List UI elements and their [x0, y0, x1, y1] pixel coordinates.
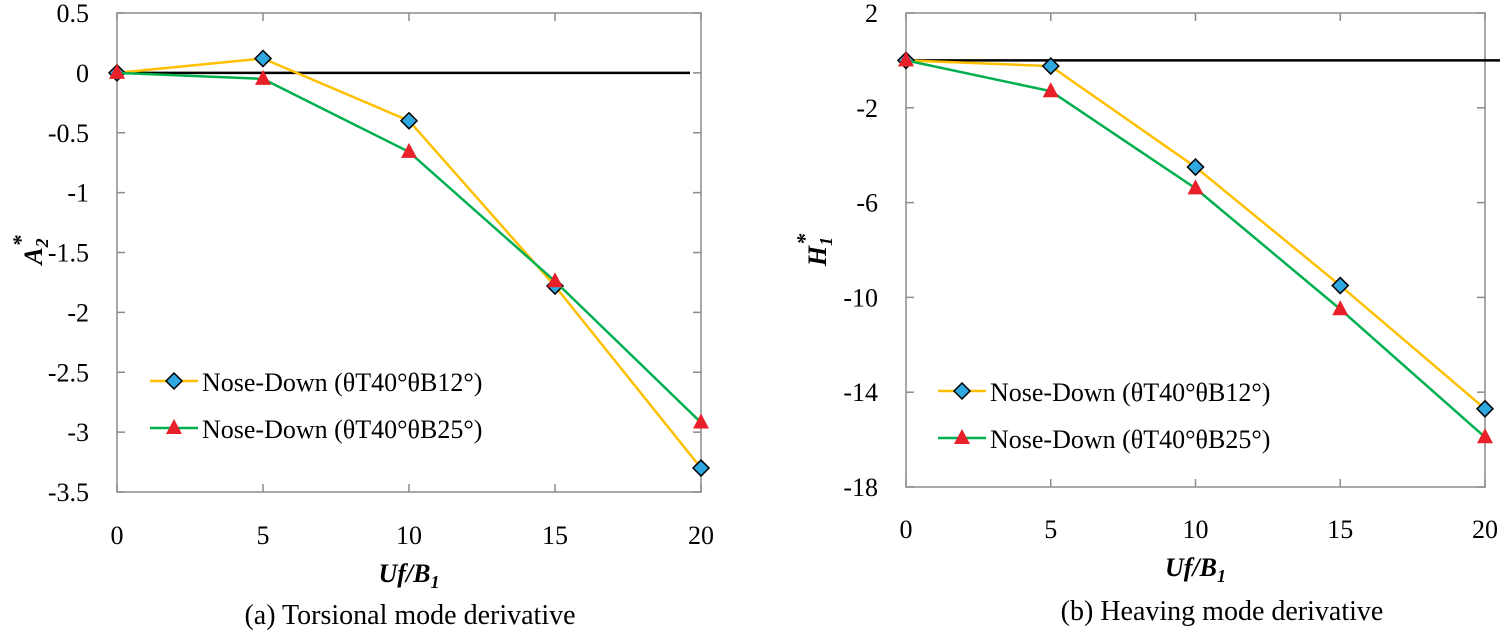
y-tick-label: 0	[76, 59, 89, 88]
data-point-triangle	[401, 142, 417, 158]
caption: (a) Torsional mode derivative	[244, 600, 575, 631]
legend-marker-diamond	[952, 381, 972, 401]
data-point-triangle	[255, 69, 271, 85]
x-tick-label: 20	[688, 521, 714, 550]
x-tick-label: 15	[542, 521, 568, 550]
series-2	[109, 63, 709, 429]
series-1	[107, 49, 711, 478]
series-2	[898, 51, 1493, 444]
legend-label: Nose-Down (θT40°θB12°)	[990, 378, 1270, 407]
data-point-diamond	[1041, 57, 1060, 76]
x-tick-label: 0	[900, 515, 913, 544]
y-tick-label: 2	[865, 0, 878, 28]
x-tick-label: 10	[396, 521, 422, 550]
plot-frame	[905, 12, 1486, 488]
x-tick-label: 20	[1472, 515, 1498, 544]
x-axis-label-main: Uf/B	[379, 559, 431, 588]
legend-label: Nose-Down (θT40°θB12°)	[202, 368, 482, 397]
legend-marker-triangle	[954, 429, 970, 444]
y-axis-label: H1*	[792, 233, 836, 267]
y-tick-label: -3.5	[48, 478, 89, 507]
data-point-triangle	[693, 413, 709, 429]
data-point-diamond	[1186, 157, 1205, 177]
legend-label: Nose-Down (θT40°θB25°)	[202, 415, 482, 444]
y-tick-label: -0.5	[48, 119, 89, 148]
series-1	[896, 51, 1495, 418]
data-point-diamond	[1331, 276, 1350, 295]
y-tick-label: -3	[67, 418, 89, 447]
x-axis-label-sub: 1	[1217, 566, 1226, 586]
x-axis-label-main: Uf/B	[1165, 553, 1217, 582]
x-tick-label: 5	[1044, 515, 1057, 544]
y-tick-label: -1.5	[48, 239, 89, 268]
x-axis-label: Uf/B1	[1165, 553, 1226, 586]
y-tick-label: -14	[843, 378, 878, 407]
y-axis-label-sub: 2	[32, 238, 52, 248]
y-axis-label-sup: *	[8, 234, 33, 246]
legend-label: Nose-Down (θT40°θB25°)	[990, 425, 1270, 454]
legend-marker-diamond	[164, 371, 184, 391]
x-tick-label: 0	[111, 521, 124, 550]
data-point-triangle	[109, 63, 125, 79]
caption: (b) Heaving mode derivative	[1061, 596, 1384, 627]
y-axis-label: A2*	[8, 234, 52, 266]
data-point-triangle	[898, 51, 914, 67]
y-tick-label: -1	[67, 179, 89, 208]
data-point-triangle	[547, 272, 563, 288]
legend: Nose-Down (θT40°θB12°) Nose-Down (θT40°θB…	[938, 378, 1270, 454]
data-point-diamond	[253, 49, 273, 68]
data-point-diamond	[399, 111, 419, 130]
y-tick-label: -10	[843, 283, 878, 312]
series-line	[905, 59, 1486, 410]
y-tick-label: -2	[856, 94, 878, 123]
y-axis-label-main: H	[803, 245, 832, 267]
data-point-diamond	[1475, 399, 1495, 418]
y-tick-label: -18	[843, 473, 878, 502]
y-tick-label: 0.5	[57, 0, 90, 28]
data-point-triangle	[1187, 179, 1204, 195]
x-axis-label: Uf/B1	[379, 559, 440, 592]
x-axis-label-sub: 1	[431, 572, 440, 592]
legend: Nose-Down (θT40°θB12°) Nose-Down (θT40°θB…	[150, 368, 482, 444]
y-axis-label-sub: 1	[816, 237, 836, 246]
chart-a: 0.5 0 -0.5 -1 -1.5 -2 -2.5 -3 -3.5 0 5 10 15 20 Nose-D…	[8, 0, 714, 631]
y-axis-label-main: A	[19, 247, 48, 266]
y-tick-label: -2	[67, 298, 89, 327]
data-point-triangle	[1332, 300, 1349, 316]
y-axis-label-sup: *	[792, 233, 817, 245]
x-tick-label: 10	[1183, 515, 1209, 544]
chart-b: 2 -2 -6 -10 -14 -18 0 5 10 15 20 Nose-Down (θT40°θB…	[792, 0, 1500, 627]
x-tick-label: 5	[257, 521, 270, 550]
y-tick-label: -6	[856, 189, 878, 218]
y-tick-label: -2.5	[48, 358, 89, 387]
data-point-triangle	[1042, 82, 1059, 98]
data-point-diamond	[691, 458, 711, 478]
legend-marker-triangle	[166, 419, 182, 434]
x-tick-label: 15	[1327, 515, 1353, 544]
data-point-triangle	[1477, 428, 1493, 444]
